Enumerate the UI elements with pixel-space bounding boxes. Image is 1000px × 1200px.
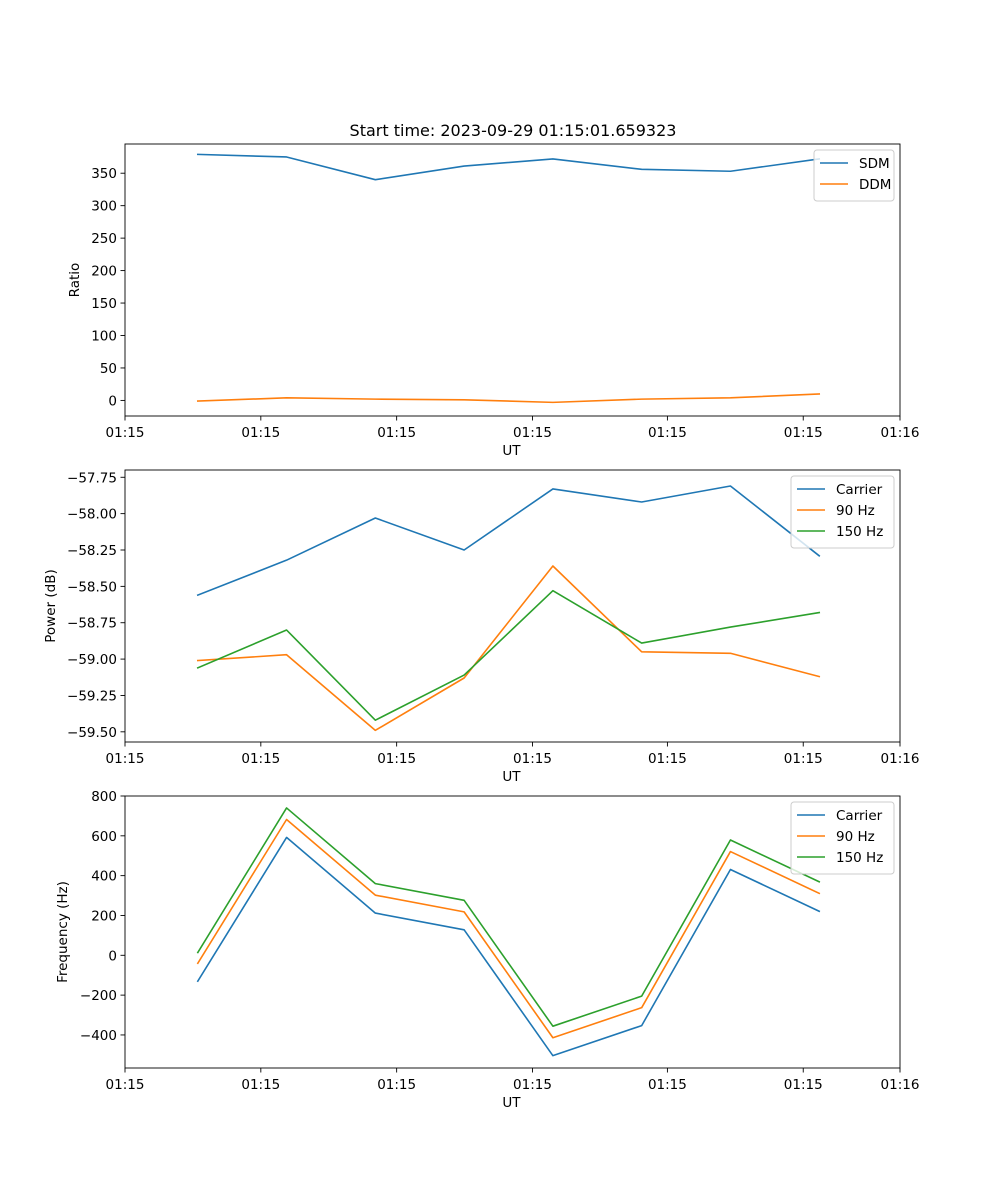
y-tick-label: 400 xyxy=(91,869,117,885)
y-tick-label: −57.75 xyxy=(67,470,117,486)
x-tick-label: 01:15 xyxy=(106,751,145,767)
x-tick-label: 01:15 xyxy=(648,1077,687,1093)
x-tick-label: 01:15 xyxy=(513,425,552,441)
x-tick-label: 01:15 xyxy=(648,425,687,441)
legend-label: 90 Hz xyxy=(836,503,875,519)
legend: Carrier 90 Hz 150 Hz xyxy=(790,801,895,875)
x-tick-label: 01:15 xyxy=(241,751,280,767)
plot-area xyxy=(125,470,900,742)
y-tick-label: 100 xyxy=(91,329,117,345)
legend-box xyxy=(790,475,895,549)
x-tick-label: 01:16 xyxy=(881,751,920,767)
series-line-150-hz xyxy=(196,589,821,721)
series-line-sdm xyxy=(196,153,821,181)
y-tick-label: 200 xyxy=(91,264,117,280)
y-tick-label: −59.50 xyxy=(67,725,117,741)
axes-frame xyxy=(124,469,901,743)
plot-area xyxy=(125,144,900,416)
y-tick-label: −58.00 xyxy=(67,507,117,523)
legend: SDM DDM xyxy=(813,149,895,202)
x-tick-label: 01:15 xyxy=(513,751,552,767)
axes-frame xyxy=(124,795,901,1069)
x-tick-label: 01:16 xyxy=(881,425,920,441)
x-tick-label: 01:15 xyxy=(106,425,145,441)
series-line-carrier xyxy=(196,485,821,597)
x-tick-label: 01:16 xyxy=(881,1077,920,1093)
y-tick-label: 300 xyxy=(91,199,117,215)
x-tick-label: 01:15 xyxy=(784,1077,823,1093)
x-tick-label: 01:15 xyxy=(784,425,823,441)
plot-area xyxy=(125,796,900,1068)
y-tick-label: −58.75 xyxy=(67,616,117,632)
x-axis-label: UT xyxy=(502,1095,521,1111)
legend: Carrier 90 Hz 150 Hz xyxy=(790,475,895,549)
y-axis-label: Power (dB) xyxy=(43,569,59,642)
legend-box xyxy=(790,801,895,875)
y-tick-label: 600 xyxy=(91,829,117,845)
x-tick-label: 01:15 xyxy=(513,1077,552,1093)
y-tick-label: 0 xyxy=(108,948,117,964)
y-tick-label: −59.25 xyxy=(67,688,117,704)
y-tick-label: −200 xyxy=(80,988,117,1004)
y-axis-label: Ratio xyxy=(67,263,83,298)
legend-label: Carrier xyxy=(836,808,883,824)
x-tick-label: 01:15 xyxy=(784,751,823,767)
x-tick-label: 01:15 xyxy=(377,1077,416,1093)
legend-label: 90 Hz xyxy=(836,829,875,845)
figure-title: Start time: 2023-09-29 01:15:01.659323 xyxy=(350,121,677,140)
y-tick-label: 350 xyxy=(91,166,117,182)
y-tick-label: 200 xyxy=(91,908,117,924)
series-line-carrier xyxy=(196,836,821,1057)
chart-2: 01:15 01:15 01:15 01:15 01:15 01:15 01:16 −59.5… xyxy=(43,469,920,785)
legend-label: 150 Hz xyxy=(836,850,883,866)
legend-label: Carrier xyxy=(836,482,883,498)
x-tick-label: 01:15 xyxy=(106,1077,145,1093)
chart-1: 01:15 01:15 01:15 01:15 01:15 01:15 01:16 0 50 10… xyxy=(67,143,920,459)
y-tick-label: −400 xyxy=(80,1028,117,1044)
series-line-150-hz xyxy=(196,807,821,1027)
x-tick-label: 01:15 xyxy=(377,425,416,441)
x-axis-label: UT xyxy=(502,769,521,785)
y-tick-label: −58.25 xyxy=(67,543,117,559)
x-tick-label: 01:15 xyxy=(377,751,416,767)
y-tick-label: 250 xyxy=(91,231,117,247)
series-line-90-hz xyxy=(196,565,821,732)
y-tick-label: −59.00 xyxy=(67,652,117,668)
y-tick-label: 150 xyxy=(91,296,117,312)
legend-label: DDM xyxy=(859,177,891,193)
x-tick-label: 01:15 xyxy=(241,1077,280,1093)
y-tick-label: 0 xyxy=(108,393,117,409)
legend-label: 150 Hz xyxy=(836,524,883,540)
y-tick-label: 50 xyxy=(100,361,117,377)
legend-label: SDM xyxy=(859,156,890,172)
chart-3: 01:15 01:15 01:15 01:15 01:15 01:15 01:16 −400 −… xyxy=(55,789,919,1111)
series-line-90-hz xyxy=(196,818,821,1039)
y-axis-label: Frequency (Hz) xyxy=(55,881,71,983)
series-line-ddm xyxy=(196,393,821,404)
x-tick-label: 01:15 xyxy=(648,751,687,767)
axes-frame xyxy=(124,143,901,417)
y-tick-label: 800 xyxy=(91,789,117,805)
x-axis-label: UT xyxy=(502,443,521,459)
y-tick-label: −58.50 xyxy=(67,579,117,595)
x-tick-label: 01:15 xyxy=(241,425,280,441)
